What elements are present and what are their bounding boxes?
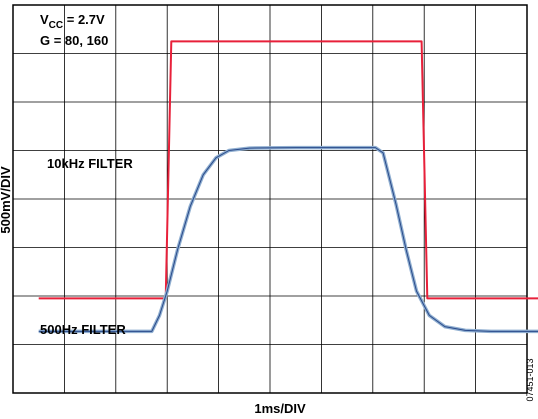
figure-id: 07451-013 xyxy=(525,358,535,401)
grid xyxy=(13,5,527,393)
series-label-500hz: 500Hz FILTER xyxy=(40,322,126,337)
trace-500hz-filter-core xyxy=(38,147,538,332)
gain-label: G = 80, 160 xyxy=(40,33,108,48)
series-label-10khz: 10kHz FILTER xyxy=(47,156,133,171)
x-axis-label: 1ms/DIV xyxy=(254,401,306,416)
trace-10khz-filter xyxy=(38,40,538,300)
plot-frame xyxy=(12,4,528,394)
vcc-label: VCC = 2.7V xyxy=(40,12,105,31)
y-axis-label: 500mV/DIV xyxy=(0,166,13,234)
traces xyxy=(38,40,538,334)
